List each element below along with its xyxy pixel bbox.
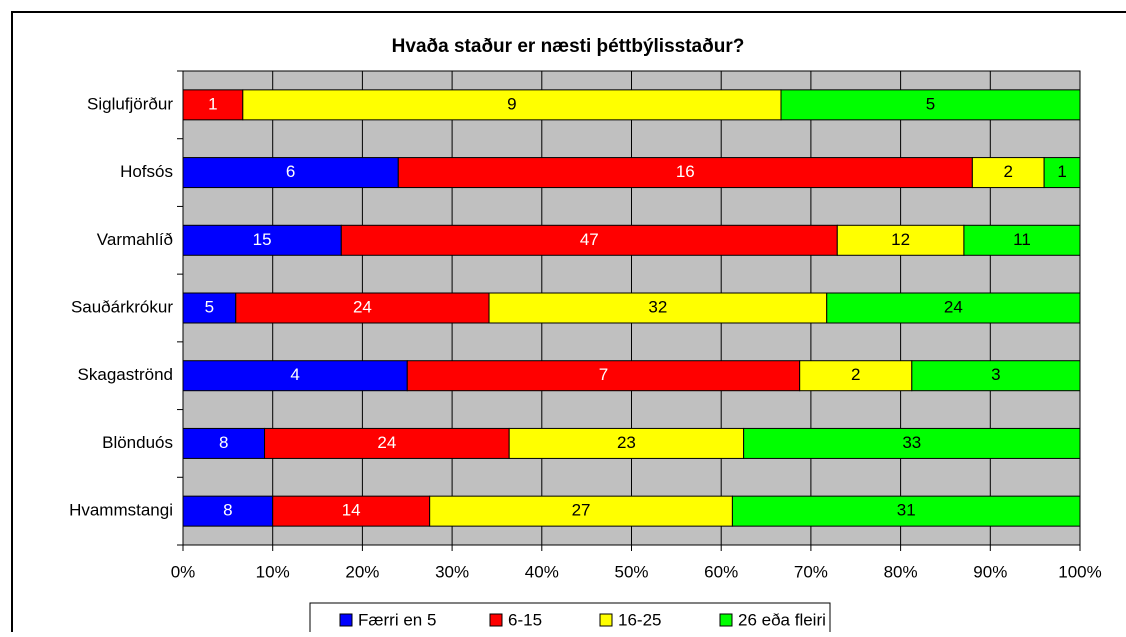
bar-segment (182, 157, 399, 189)
data-label: 24 (377, 433, 396, 452)
data-label: 47 (580, 230, 599, 249)
bar-segment (182, 495, 274, 527)
data-label: 7 (599, 365, 608, 384)
bar-segment (182, 360, 408, 392)
x-tick-label: 90% (973, 562, 1007, 581)
data-label: 1 (1057, 162, 1066, 181)
data-label: 16 (676, 162, 695, 181)
bar-segment (182, 224, 342, 256)
data-label: 8 (223, 501, 232, 520)
bar-segment (340, 224, 838, 256)
data-label: 6 (286, 162, 295, 181)
data-label: 4 (290, 365, 299, 384)
data-label: 32 (648, 297, 667, 316)
data-label: 31 (897, 501, 916, 520)
y-tick-label: Sauðárkrókur (71, 297, 173, 316)
data-label: 33 (902, 433, 921, 452)
legend-box (309, 602, 831, 637)
bar-segment (182, 292, 237, 324)
y-tick-label: Hofsós (120, 162, 173, 181)
bar-segment (272, 495, 431, 527)
bar-segment (1043, 157, 1081, 189)
bar-segment (743, 427, 1081, 459)
data-label: 3 (991, 365, 1000, 384)
bar-segment (963, 224, 1081, 256)
data-label: 2 (851, 365, 860, 384)
x-tick-label: 20% (345, 562, 379, 581)
bar-segment (911, 360, 1081, 392)
data-label: 5 (205, 297, 214, 316)
legend-label: Færri en 5 (358, 610, 436, 629)
bar-segment (799, 360, 913, 392)
data-label: 27 (572, 501, 591, 520)
x-tick-label: 10% (256, 562, 290, 581)
y-tick-label: Blönduós (102, 433, 173, 452)
data-label: 1 (208, 94, 217, 113)
bar-segment (429, 495, 733, 527)
data-label: 12 (891, 230, 910, 249)
data-label: 9 (507, 94, 516, 113)
data-label: 24 (353, 297, 372, 316)
legend-swatch (489, 613, 503, 627)
data-label: 23 (617, 433, 636, 452)
bar-segment (826, 292, 1081, 324)
bar-segment (264, 427, 510, 459)
x-tick-label: 100% (1058, 562, 1101, 581)
bar-segment (182, 427, 266, 459)
bar-segment (836, 224, 965, 256)
data-label: 8 (219, 433, 228, 452)
bar-segment (488, 292, 828, 324)
data-label: 15 (253, 230, 272, 249)
legend-swatch (599, 613, 613, 627)
legend-label: 6-15 (508, 610, 542, 629)
x-tick-label: 0% (171, 562, 196, 581)
data-label: 24 (944, 297, 963, 316)
data-label: 5 (926, 94, 935, 113)
y-tick-label: Skagaströnd (78, 365, 173, 384)
x-tick-label: 80% (884, 562, 918, 581)
data-label: 11 (1013, 230, 1031, 249)
y-tick-label: Hvammstangi (69, 501, 173, 520)
x-tick-label: 60% (704, 562, 738, 581)
x-tick-label: 50% (614, 562, 648, 581)
y-tick-label: Siglufjörður (87, 94, 173, 113)
legend-swatch (339, 613, 353, 627)
data-label: 2 (1004, 162, 1013, 181)
data-label: 14 (342, 501, 361, 520)
legend-label: 16-25 (618, 610, 661, 629)
bar-segment (182, 89, 244, 121)
bar-segment (780, 89, 1081, 121)
x-tick-label: 70% (794, 562, 828, 581)
x-tick-label: 40% (525, 562, 559, 581)
y-tick-label: Varmahlíð (97, 230, 173, 249)
chart-title: Hvaða staður er næsti þéttbýlisstaður? (392, 36, 745, 57)
legend-label: 26 eða fleiri (738, 610, 826, 629)
x-tick-label: 30% (435, 562, 469, 581)
bar-segment (731, 495, 1081, 527)
legend-swatch (719, 613, 733, 627)
bar-segment (397, 157, 973, 189)
